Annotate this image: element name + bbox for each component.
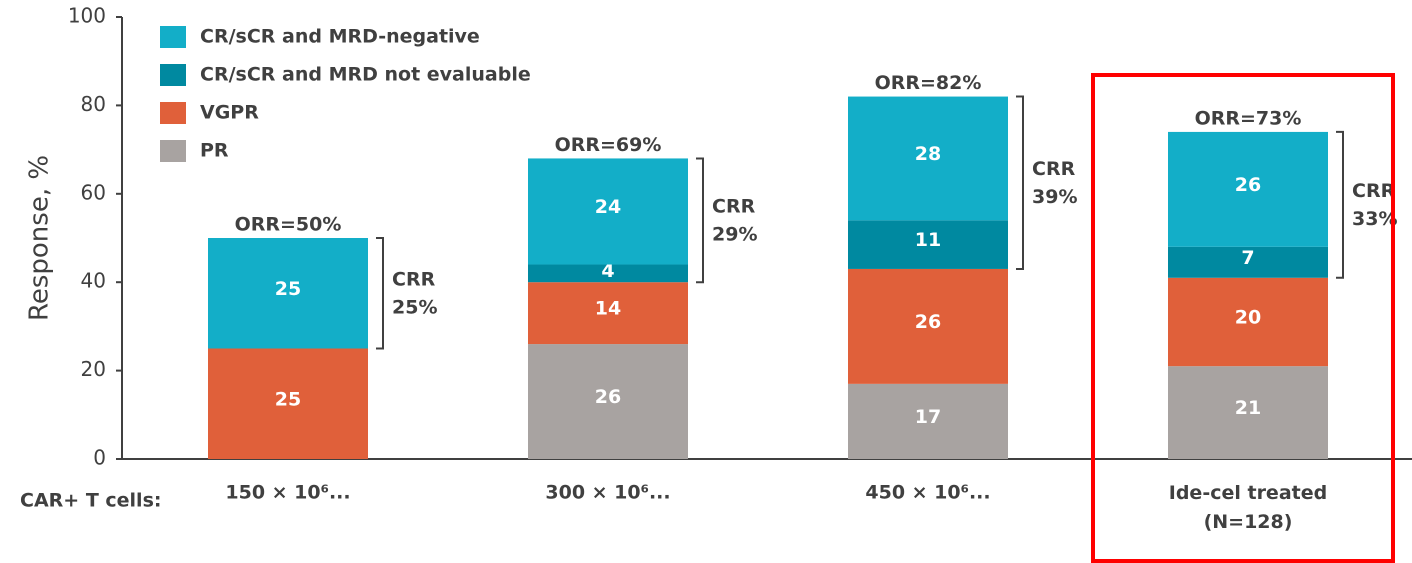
orr-label: ORR=50%: [235, 214, 342, 236]
legend-label: PR: [200, 140, 229, 162]
legend-swatch: [160, 64, 186, 86]
x-tick-label: 150 × 10⁶...: [225, 482, 350, 504]
bar-segment: [528, 264, 688, 283]
x-tick-label: Ide-cel treated (N=128): [1169, 482, 1327, 533]
value-label: 11: [915, 229, 941, 251]
legend-label: CR/sCR and MRD-negative: [200, 26, 480, 48]
orr-label: ORR=69%: [555, 134, 662, 156]
orr-label: ORR=82%: [875, 72, 982, 94]
value-label: 25: [275, 278, 301, 300]
value-label: 14: [595, 298, 621, 320]
value-label: 26: [595, 386, 621, 408]
bar-segment: [208, 238, 368, 349]
y-tick-label: 0: [93, 446, 106, 470]
value-label: 21: [1235, 397, 1261, 419]
y-tick-label: 20: [81, 357, 106, 381]
legend-label: VGPR: [200, 102, 259, 124]
crr-label: CRR 33%: [1352, 179, 1397, 229]
legend-swatch: [160, 102, 186, 124]
value-label: 25: [275, 388, 301, 410]
bar-segment: [1168, 131, 1328, 247]
value-label: 26: [915, 311, 941, 333]
value-label: 4: [601, 260, 614, 282]
y-tick-label: 60: [81, 180, 106, 204]
y-tick-label: 40: [81, 269, 106, 293]
crr-bracket: [376, 237, 384, 350]
crr-bracket: [1336, 130, 1344, 279]
legend-swatch: [160, 26, 186, 48]
x-tick-label: 300 × 10⁶...: [545, 482, 670, 504]
bar-segment: [528, 158, 688, 265]
bar-segment: [1168, 366, 1328, 459]
value-label: 28: [915, 143, 941, 165]
bar-segment: [528, 344, 688, 459]
orr-label: ORR=73%: [1195, 107, 1302, 129]
crr-bracket: [696, 157, 704, 284]
y-tick-label: 80: [81, 92, 106, 116]
value-label: 26: [1235, 174, 1261, 196]
bar-segment: [208, 348, 368, 459]
bar-segment: [848, 268, 1008, 384]
x-axis-label: CAR+ T cells:: [20, 490, 161, 512]
x-tick-label: 450 × 10⁶...: [865, 482, 990, 504]
y-axis-label: Response, %: [25, 155, 55, 321]
bar-segment: [848, 96, 1008, 221]
value-label: 17: [915, 406, 941, 428]
value-label: 20: [1235, 306, 1261, 328]
value-label: 24: [595, 196, 621, 218]
crr-label: CRR 25%: [392, 268, 437, 318]
y-tick-label: 100: [68, 4, 106, 28]
bar-segment: [1168, 277, 1328, 367]
legend-swatch: [160, 140, 186, 162]
bar-segment: [1168, 246, 1328, 278]
bar-segment: [848, 383, 1008, 459]
highlight-box: [1091, 73, 1395, 563]
bar-segment: [528, 282, 688, 345]
crr-label: CRR 39%: [1032, 157, 1077, 207]
value-label: 7: [1241, 247, 1254, 269]
crr-bracket: [1016, 95, 1024, 270]
legend-label: CR/sCR and MRD not evaluable: [200, 64, 531, 86]
crr-label: CRR 29%: [712, 195, 757, 245]
bar-segment: [848, 220, 1008, 269]
